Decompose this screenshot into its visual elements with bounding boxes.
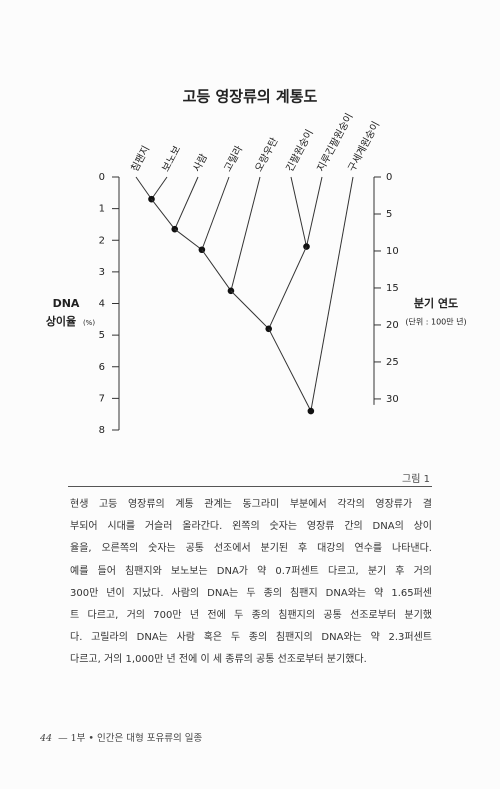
branch xyxy=(310,176,354,412)
branch xyxy=(268,246,307,330)
leaf-label: 고릴라 xyxy=(221,143,245,173)
chart-title: 고등 영장류의 계통도 xyxy=(183,88,318,106)
y2-tick-label: 5 xyxy=(386,209,392,220)
y2-label: 분기 연도 xyxy=(414,296,458,310)
y-tick-label: 6 xyxy=(99,362,105,373)
leaf-label: 긴팔원숭이 xyxy=(284,128,316,174)
y-tick-label: 1 xyxy=(99,204,105,215)
y-label: DNA xyxy=(53,297,80,310)
chart: 고등 영장류의 계통도 DNA 상이율 (%) 분기 연도 (단위 : 100만… xyxy=(46,88,467,437)
y2-tick-label: 30 xyxy=(386,394,399,405)
figure-label: 그림 1 xyxy=(402,474,430,485)
leaf-label: 침팬지 xyxy=(129,144,153,174)
y2-tick-label: 15 xyxy=(386,283,399,294)
caption-line: 율을, 오른쪽의 숫자는 공통 선조에서 분기된 후 대강의 연수를 나타낸다. xyxy=(70,543,432,555)
branch xyxy=(135,176,152,200)
y2-tick-label: 0 xyxy=(386,172,392,183)
y-tick-label: 7 xyxy=(99,393,105,404)
branch xyxy=(151,198,176,230)
leaf-label: 사람 xyxy=(190,151,210,173)
y-tick-label: 0 xyxy=(99,172,105,183)
y2-tick-label: 10 xyxy=(386,246,399,257)
branch xyxy=(268,328,312,412)
y2-tick-label: 25 xyxy=(386,357,399,368)
caption-line: 300만 년이 지났다. 사람의 DNA는 두 종의 침팬지 DNA와는 약 1… xyxy=(70,587,432,599)
branch xyxy=(174,228,203,251)
branch xyxy=(174,176,199,230)
caption-line: 트 다르고, 거의 700만 년 전에 두 종의 침팬지의 공통 선조로부터 분… xyxy=(70,610,432,622)
y-tick-label: 4 xyxy=(99,299,105,310)
caption-line: 다. 고릴라의 DNA는 사람 혹은 두 종의 침팬지의 DNA와는 약 2.3… xyxy=(70,632,432,644)
y2-tick-label: 20 xyxy=(386,320,399,331)
branch xyxy=(290,176,307,247)
y-unit: (%) xyxy=(83,319,95,327)
branch xyxy=(230,290,270,330)
y-tick-label: 8 xyxy=(99,425,105,436)
leaf-label: 보노보 xyxy=(160,144,184,174)
y-tick-label: 3 xyxy=(99,267,105,278)
leaf-label: 오랑우탄 xyxy=(253,136,281,174)
y-tick-label: 2 xyxy=(99,235,105,246)
footer: 44 — 1부 • 인간은 대형 포유류의 일종 xyxy=(40,730,202,744)
branch xyxy=(151,176,168,200)
y-label: 상이율 xyxy=(46,314,76,328)
rule xyxy=(68,486,432,487)
branch xyxy=(230,176,261,291)
running-head: — 1부 • 인간은 대형 포유류의 일종 xyxy=(58,733,203,744)
y2-unit: (단위 : 100만 년) xyxy=(405,317,466,327)
caption-line: 예를 들어 침팬지와 보노보는 DNA가 약 0.7퍼센트 다르고, 분기 후 … xyxy=(70,565,432,577)
page-number: 44 xyxy=(40,733,53,744)
branch xyxy=(306,176,323,247)
leaf-label: 구세계원숭이 xyxy=(346,119,383,173)
caption-line: 다르고, 거의 1,000만 년 전에 이 세 종류의 공통 선조로부터 분기했… xyxy=(70,654,367,666)
node xyxy=(307,407,315,415)
y-tick-label: 5 xyxy=(99,330,105,341)
caption-line: 현생 고등 영장류의 계통 관계는 동그라미 부분에서 각각의 영장류가 결 xyxy=(70,499,432,510)
branch xyxy=(201,249,232,292)
caption-line: 부되어 시대를 거슬러 올라간다. 왼쪽의 숫자는 영장류 간의 DNA의 상이 xyxy=(70,521,432,533)
branch xyxy=(201,176,230,250)
